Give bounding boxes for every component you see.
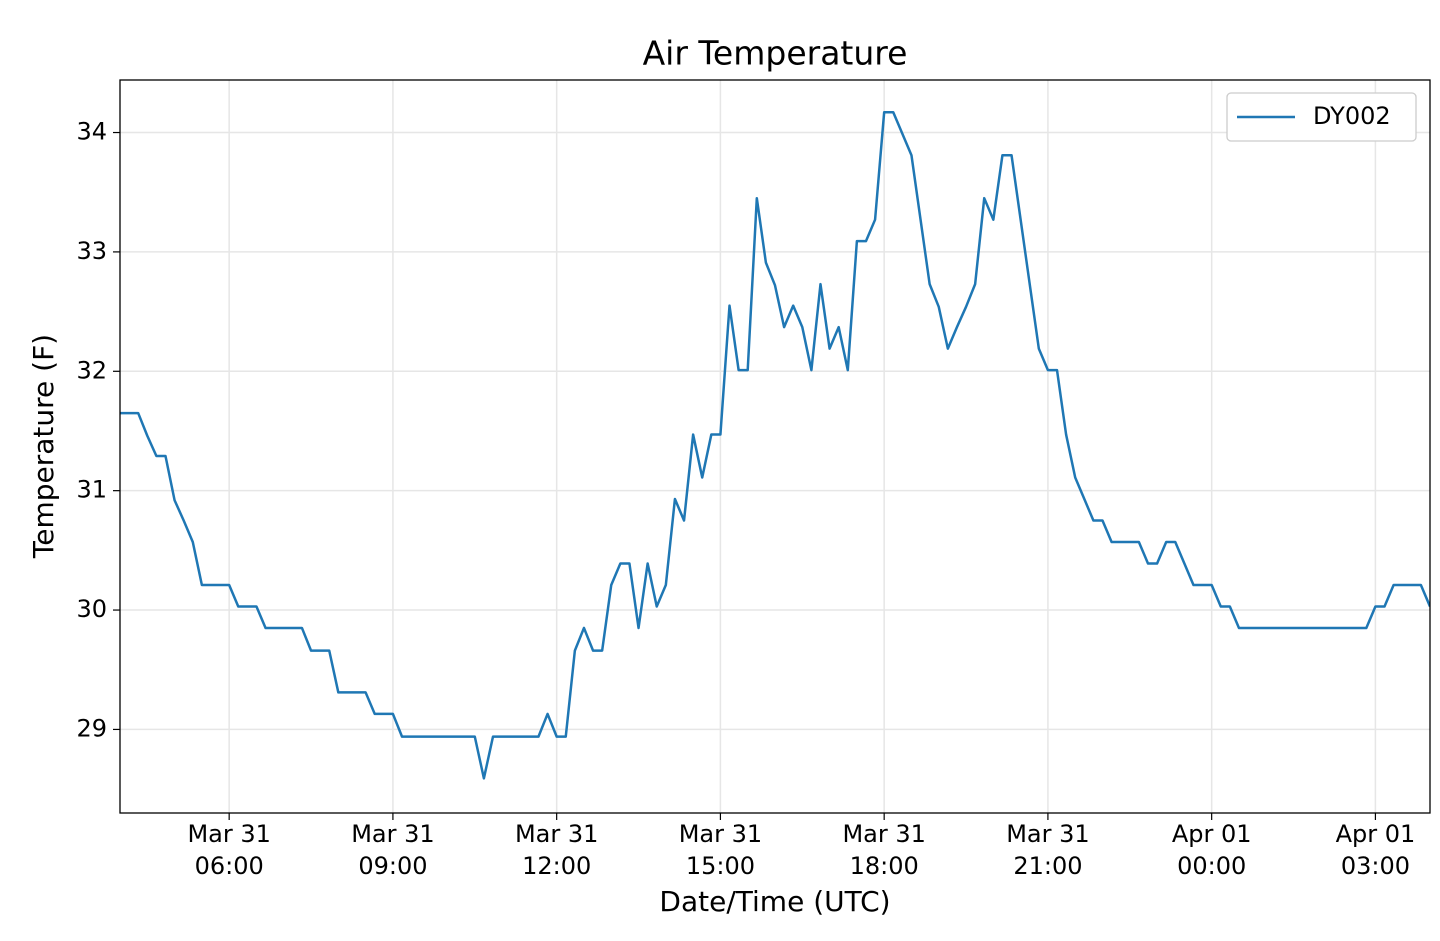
chart-title: Air Temperature [643,34,908,73]
x-tick-label: Apr 01 00:00 [1172,820,1252,880]
x-tick-label: Apr 01 03:00 [1336,820,1416,880]
x-tick-label-line: Mar 31 [1006,820,1089,848]
x-tick-label-line: Mar 31 [187,820,270,848]
x-tick-label: Mar 31 15:00 [679,820,762,880]
x-tick-label: Mar 31 09:00 [351,820,434,880]
x-tick-label-line: Apr 01 [1172,820,1252,848]
legend-box [1226,92,1417,142]
data-line [120,110,1430,780]
x-tick-label-line: Apr 01 [1336,820,1416,848]
x-tick-label-line: Mar 31 [679,820,762,848]
x-tick-label-line: Mar 31 [842,820,925,848]
plot-frame [119,79,1431,814]
x-tick-label-line: Mar 31 [515,820,598,848]
x-tick-label-line: 15:00 [686,852,755,880]
x-tick-label: Mar 31 12:00 [515,820,598,880]
y-tick-label: 30 [76,595,107,623]
x-tick-label-line: 06:00 [195,852,264,880]
x-tick-label-line: 00:00 [1177,852,1246,880]
x-tick-label-line: 03:00 [1341,852,1410,880]
legend-label: DY002 [1313,102,1391,130]
x-tick-label: Mar 31 18:00 [842,820,925,880]
y-tick-label: 29 [76,714,107,742]
y-tick-label: 33 [76,237,107,265]
x-tick-label-line: 18:00 [850,852,919,880]
x-tick-label-line: Mar 31 [351,820,434,848]
x-tick-label: Mar 31 06:00 [187,820,270,880]
x-axis-label: Date/Time (UTC) [659,885,890,918]
y-tick-label: 34 [76,118,107,146]
x-tick-label-line: 12:00 [522,852,591,880]
x-tick-label-line: 21:00 [1013,852,1082,880]
x-tick-label: Mar 31 21:00 [1006,820,1089,880]
y-tick-label: 32 [76,356,107,384]
y-axis-label: Temperature (F) [27,334,60,559]
y-tick-label: 31 [76,476,107,504]
x-tick-label-line: 09:00 [358,852,427,880]
